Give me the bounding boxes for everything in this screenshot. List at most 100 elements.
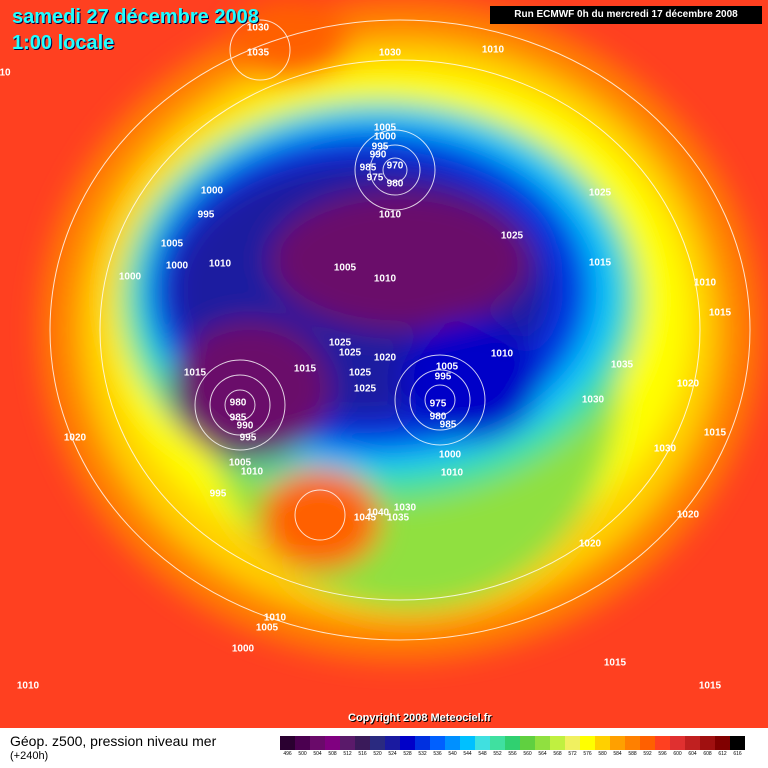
scale-swatch: 616	[730, 736, 745, 757]
isobar-label: 1015	[294, 364, 317, 375]
isobar-label: 980	[430, 412, 447, 423]
scale-label: 532	[418, 751, 427, 757]
isobar-label: 1035	[247, 48, 270, 59]
isobar-label: 10	[0, 68, 11, 79]
scale-label: 592	[643, 751, 652, 757]
legend-lead-time: (+240h)	[10, 750, 49, 762]
isobar-label: 1035	[387, 513, 410, 524]
scale-swatch: 568	[550, 736, 565, 757]
isobar-label: 980	[230, 398, 247, 409]
scale-swatch: 612	[715, 736, 730, 757]
isobar-label: 1010	[379, 210, 402, 221]
legend-title: Géop. z500, pression niveau mer	[10, 733, 217, 749]
isobars	[49, 19, 751, 641]
scale-label: 588	[628, 751, 637, 757]
scale-swatch: 496	[280, 736, 295, 757]
scale-label: 576	[583, 751, 592, 757]
isobar-label: 1005	[334, 263, 357, 274]
scale-swatch: 600	[670, 736, 685, 757]
color-scale: 496 500 504 508 512 516 520 524 528 532 536 540 544 5…	[280, 736, 745, 757]
isobar-label: 970	[387, 161, 404, 172]
scale-label: 552	[493, 751, 502, 757]
isobar-label: 1025	[349, 368, 372, 379]
isobar-label: 1040	[367, 508, 390, 519]
isobar-label: 1025	[329, 338, 352, 349]
scale-swatch: 604	[685, 736, 700, 757]
scale-swatch: 588	[625, 736, 640, 757]
scale-swatch: 608	[700, 736, 715, 757]
scale-swatch: 576	[580, 736, 595, 757]
scale-label: 544	[463, 751, 472, 757]
isobar-label: 1035	[611, 360, 634, 371]
isobar-label: 995	[210, 489, 227, 500]
isobar-label: 1020	[64, 433, 87, 444]
isobar-label: 1025	[501, 231, 524, 242]
isobar-label: 1025	[589, 188, 612, 199]
isobar-label: 1015	[184, 368, 207, 379]
forecast-time: 1:00 locale	[12, 32, 115, 54]
scale-swatch: 524	[385, 736, 400, 757]
isobar-label: 1010	[374, 274, 397, 285]
isobar-label: 1015	[704, 428, 727, 439]
scale-swatch: 548	[475, 736, 490, 757]
model-run: Run ECMWF 0h du mercredi 17 décembre 200…	[490, 6, 762, 24]
scale-label: 524	[388, 751, 397, 757]
scale-label: 608	[703, 751, 712, 757]
scale-swatch: 532	[415, 736, 430, 757]
scale-swatch: 500	[295, 736, 310, 757]
forecast-date: samedi 27 décembre 2008	[12, 6, 259, 28]
isobar-label: 1000	[201, 186, 224, 197]
scale-label: 612	[718, 751, 727, 757]
scale-swatch: 508	[325, 736, 340, 757]
scale-swatch: 584	[610, 736, 625, 757]
scale-swatch: 596	[655, 736, 670, 757]
scale-label: 504	[313, 751, 322, 757]
scale-label: 496	[283, 751, 292, 757]
isobar-label: 1020	[677, 510, 700, 521]
isobar-label: 1045	[354, 513, 377, 524]
scale-label: 600	[673, 751, 682, 757]
isobar-label: 1005	[436, 362, 459, 373]
isobar-label: 1010	[491, 349, 514, 360]
scale-label: 556	[508, 751, 517, 757]
scale-swatch: 560	[520, 736, 535, 757]
isobar-label: 1000	[232, 644, 255, 655]
isobar-label: 1015	[699, 681, 722, 692]
isobar-label: 985	[440, 420, 457, 431]
scale-swatch: 572	[565, 736, 580, 757]
isobar-label: 1005	[374, 123, 397, 134]
scale-label: 568	[553, 751, 562, 757]
isobar-label: 995	[435, 372, 452, 383]
isobar-label: 1015	[604, 658, 627, 669]
isobar-label: 1005	[161, 239, 184, 250]
isobar-label: 1005	[256, 623, 279, 634]
scale-label: 520	[373, 751, 382, 757]
scale-swatch: 512	[340, 736, 355, 757]
isobar-label: 1025	[354, 384, 377, 395]
isobar-label: 985	[230, 413, 247, 424]
scale-swatch: 536	[430, 736, 445, 757]
scale-label: 580	[598, 751, 607, 757]
isobar-label: 1015	[709, 308, 732, 319]
isobar-label: 1010	[482, 45, 505, 56]
scale-swatch: 540	[445, 736, 460, 757]
scale-swatch: 520	[370, 736, 385, 757]
scale-label: 560	[523, 751, 532, 757]
height-field	[40, 0, 760, 660]
isobar-label: 1030	[654, 444, 677, 455]
isobar-label: 1000	[166, 261, 189, 272]
isobar-label: 995	[240, 433, 257, 444]
isobar-label: 1000	[439, 450, 462, 461]
scale-swatch: 580	[595, 736, 610, 757]
isobar-label: 1015	[589, 258, 612, 269]
isobar-label: 1025	[339, 348, 362, 359]
scale-label: 508	[328, 751, 337, 757]
isobar-label: 975	[367, 173, 384, 184]
scale-swatch: 556	[505, 736, 520, 757]
scale-label: 572	[568, 751, 577, 757]
scale-label: 528	[403, 751, 412, 757]
scale-label: 516	[358, 751, 367, 757]
